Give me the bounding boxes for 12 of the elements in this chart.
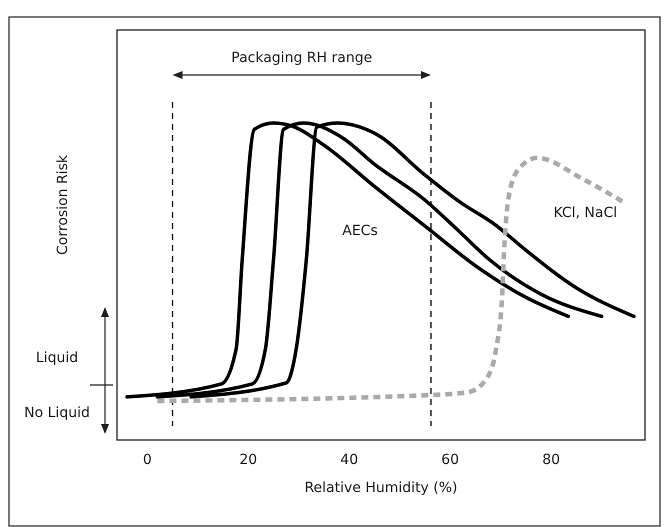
x-axis-title: Relative Humidity (%) <box>304 480 458 496</box>
x-tick-label: 40 <box>340 452 358 468</box>
annotation: AECs <box>342 223 378 239</box>
x-tick-label: 60 <box>441 452 460 468</box>
series-label: KCl, NaCl <box>553 204 618 221</box>
text: Liquid <box>36 350 78 366</box>
x-tick-label: 0 <box>142 452 152 468</box>
x-tick-label: 20 <box>239 452 258 468</box>
text: No Liquid <box>24 405 90 421</box>
y-axis-title: Corrosion Risk <box>55 154 71 255</box>
text: Packaging RH range <box>231 50 372 66</box>
x-tick-label: 80 <box>542 452 560 468</box>
